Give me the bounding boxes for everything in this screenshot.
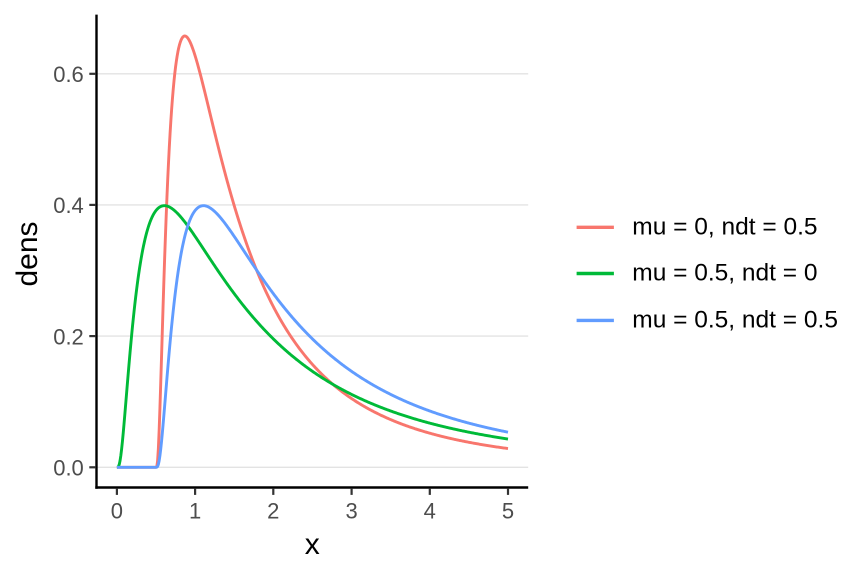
- svg-text:0.6: 0.6: [53, 62, 84, 87]
- svg-text:4: 4: [424, 498, 436, 523]
- svg-text:0.4: 0.4: [53, 193, 84, 218]
- svg-text:0.2: 0.2: [53, 324, 84, 349]
- svg-text:1: 1: [189, 498, 201, 523]
- svg-text:3: 3: [345, 498, 357, 523]
- svg-text:0: 0: [111, 498, 123, 523]
- svg-text:mu = 0, ndt = 0.5: mu = 0, ndt = 0.5: [632, 213, 817, 240]
- svg-text:0.0: 0.0: [53, 456, 84, 481]
- svg-text:dens: dens: [11, 221, 44, 286]
- svg-text:2: 2: [267, 498, 279, 523]
- svg-text:x: x: [305, 528, 320, 561]
- svg-text:5: 5: [502, 498, 514, 523]
- svg-text:mu = 0.5, ndt = 0.5: mu = 0.5, ndt = 0.5: [632, 306, 838, 333]
- svg-text:mu = 0.5, ndt = 0: mu = 0.5, ndt = 0: [632, 260, 817, 287]
